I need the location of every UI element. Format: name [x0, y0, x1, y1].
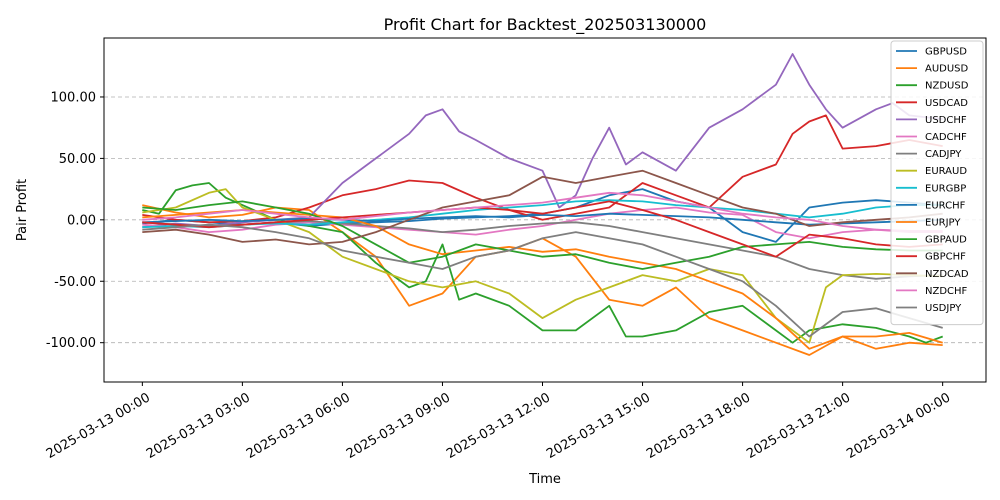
x-axis-label: Time [528, 472, 561, 487]
y-tick-label: 50.00 [59, 152, 96, 167]
legend: GBPUSD AUDUSD NZDUSD USDCAD USDCHF CADCHF CADJ… [890, 40, 984, 326]
legend-label: AUDUSD [925, 64, 969, 75]
legend-label: USDCHF [925, 115, 967, 126]
x-tick-label: 2025-03-13 12:00 [444, 390, 553, 462]
legend-label: NZDCAD [925, 269, 969, 280]
y-tick-label: -50.00 [54, 275, 96, 290]
y-tick-label: 100.00 [51, 90, 97, 105]
y-axis: 100.00 50.00 0.00 -50.00 -100.00 [46, 90, 104, 351]
legend-label: CADCHF [925, 132, 967, 143]
legend-label: NZDUSD [925, 81, 969, 92]
legend-label: GBPAUD [925, 235, 967, 246]
legend-label: EURGBP [925, 183, 966, 194]
legend-label: GBPCHF [925, 252, 966, 263]
series-line-eurjpy [142, 209, 943, 350]
series-line-cadchf [142, 206, 943, 240]
series-line-eurgbp [142, 199, 943, 229]
legend-label: USDJPY [925, 303, 962, 314]
series-line-nzdcad [142, 169, 943, 246]
legend-label: USDCAD [925, 98, 968, 109]
y-tick-label: 0.00 [67, 213, 96, 228]
plot-frame [103, 37, 987, 383]
y-tick-label: -100.00 [46, 336, 96, 351]
x-tick-label: 2025-03-13 03:00 [144, 390, 253, 462]
x-tick-label: 2025-03-13 18:00 [644, 390, 753, 462]
legend-label: EURAUD [925, 166, 967, 177]
x-tick-label: 2025-03-13 15:00 [544, 390, 653, 462]
legend-label: EURCHF [925, 200, 966, 211]
series-line-gbpchf [142, 200, 943, 258]
legend-label: GBPUSD [925, 47, 967, 58]
series-line-usdjpy [142, 223, 943, 338]
series-line-nzdchf [142, 191, 943, 233]
series-line-nzdusd [142, 182, 944, 344]
legend-label: NZDCHF [925, 286, 968, 297]
legend-label: CADJPY [925, 149, 962, 160]
y-axis-label: Pair Profit [15, 179, 30, 241]
series-lines [142, 53, 944, 356]
x-tick-label: 2025-03-14 00:00 [844, 390, 953, 462]
series-line-eurchf [142, 212, 943, 226]
series-line-gbpaud [142, 200, 943, 270]
legend-box [890, 40, 984, 326]
chart-title: Profit Chart for Backtest_202503130000 [384, 15, 707, 35]
legend-label: EURJPY [925, 218, 961, 229]
x-tick-label: 2025-03-13 00:00 [44, 390, 153, 462]
x-tick-label: 2025-03-13 06:00 [244, 390, 353, 462]
x-tick-label: 2025-03-13 21:00 [744, 390, 853, 462]
x-tick-label: 2025-03-13 09:00 [344, 390, 453, 462]
series-line-usdchf [142, 53, 943, 229]
